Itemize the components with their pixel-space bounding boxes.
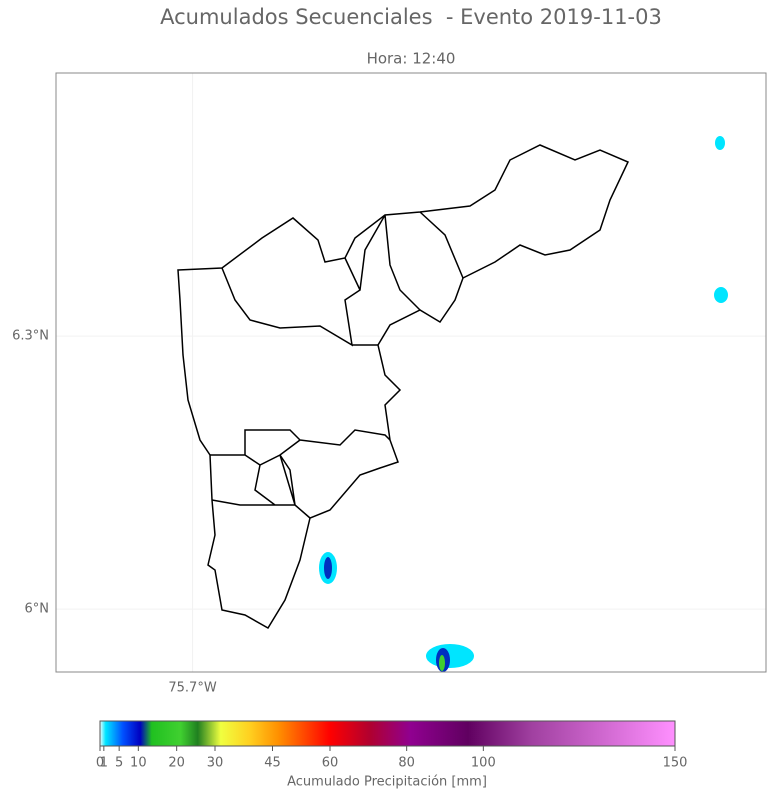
rain-cell [439,655,445,671]
colorbar-tick-label: 80 [398,756,415,771]
colorbar-ticks: 01 5 10 20 30 45 60 80 100 150 [96,746,688,771]
colorbar-tick-label: 30 [207,756,224,771]
subtitle: Hora: 12:40 [367,50,456,68]
rain-cell [324,557,332,579]
colorbar [99,720,676,747]
colorbar-tick-label: 10 [130,756,147,771]
colorbar-tick-label: 20 [168,756,185,771]
colorbar-tick-label: 0 [96,756,104,771]
colorbar-tick-label: 100 [471,756,496,771]
lat-label: 6°N [25,602,50,617]
rain-cell [715,136,725,150]
lat-label: 6.3°N [12,329,49,344]
colorbar-tick-label: 60 [322,756,339,771]
municipal-lines [210,211,464,519]
region-outline [177,144,630,630]
boundaries [177,144,630,630]
colorbar-tick-label: 5 [115,756,123,771]
title: Acumulados Secuenciales - Evento 2019-11… [160,5,662,29]
colorbar-tick-label: 45 [264,756,281,771]
precipitation [319,136,728,672]
rain-cell [426,644,474,668]
lon-label: 75.7°W [168,681,216,696]
colorbar-label: Acumulado Precipitación [mm] [287,775,487,790]
graticule [56,73,766,672]
map-frame [55,72,767,673]
rain-cell [714,287,728,303]
colorbar-tick-label: 150 [663,756,688,771]
colorbar-tick-label: 1 [100,756,108,771]
